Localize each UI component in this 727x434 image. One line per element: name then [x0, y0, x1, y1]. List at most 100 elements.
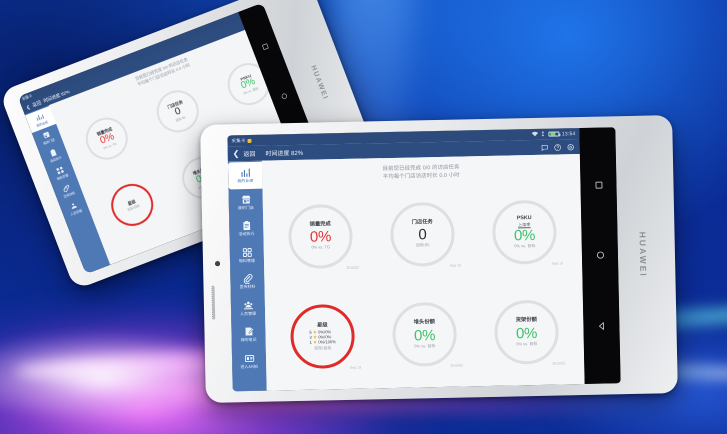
- mini-body: 我的业绩 我的门店 活动执行: [24, 21, 331, 275]
- mini-sidebar-item-stores[interactable]: 我的门店: [32, 124, 63, 151]
- sidebar-item-promotional-materials[interactable]: 宣传材料: [230, 268, 265, 295]
- kpi-footer: 0% vs. 目标: [514, 243, 536, 249]
- kpi-title: 门店任务: [411, 219, 433, 226]
- kpi-ring: 堆头份额 0% 0% vs. 目标 2016/02: [391, 301, 463, 368]
- kpi-subtitle: 上架率: [517, 221, 531, 228]
- mini-sidebar-item-promo[interactable]: 宣传材料: [52, 177, 83, 204]
- front-camera: [214, 261, 221, 267]
- kpi-footer: 目标:85: [415, 242, 430, 248]
- app-body: 我的业绩 我的门店: [227, 154, 585, 392]
- sidebar-item-stores[interactable]: 我的门店: [228, 188, 263, 215]
- id-card-icon: [243, 353, 254, 364]
- back-button-label[interactable]: 返回: [243, 151, 256, 159]
- sidebar-item-materials[interactable]: 物料管理: [230, 241, 265, 268]
- message-icon[interactable]: [541, 143, 549, 151]
- tablet-device-front: 采集卡 13:54: [200, 115, 678, 403]
- kpi-value: 0%: [309, 228, 332, 247]
- mini-sidebar-item-people[interactable]: 人员管理: [59, 195, 90, 222]
- home-button[interactable]: [279, 91, 289, 101]
- kpi-value: 0%: [515, 324, 538, 342]
- paperclip-icon: [62, 183, 72, 193]
- people-group-icon: [242, 300, 253, 311]
- star-values: 0%/100%: [318, 339, 336, 345]
- sidebar-item-label: 我的门店: [237, 204, 254, 210]
- kpi-ring: 门店任务 0 目标:85 Sep 19: [389, 201, 461, 268]
- sidebar-item-label: 宣传材料: [239, 284, 256, 290]
- statusbar-right: 13:54: [531, 130, 575, 139]
- sidebar-item-label: 进入AR拍: [240, 363, 259, 369]
- recent-apps-button[interactable]: [260, 42, 270, 52]
- psku-listing-card[interactable]: PSKU 上架率 0% 0% vs. 目标 Sep 19: [473, 182, 575, 282]
- grid-squares-icon: [55, 166, 65, 176]
- statusbar-left: 采集卡: [231, 137, 252, 143]
- sidebar-item-label: 人员管理: [240, 310, 257, 316]
- kpi-date: 2016/02: [450, 363, 464, 368]
- kpi-date: Sep 19: [449, 263, 462, 268]
- kpi-title: 货架份额: [515, 317, 537, 324]
- tablet-back-screen: 采集卡 13:54 ❮ 返回 时间进度 82%: [17, 2, 331, 275]
- sales-completion-card[interactable]: 销量完成 0% 0% vs. TG 2016/02: [269, 186, 371, 286]
- huawei-logo: HUAWEI: [637, 231, 649, 278]
- shelf-share-card[interactable]: 货架份额 0% 0% vs. 目标 2016/02: [476, 282, 578, 382]
- star-rating-rows: 5 ★ 0%/0% 3 ★ 0%/0%: [309, 329, 336, 346]
- store-task-card[interactable]: 门店任务 0 目标:85 Sep 19: [371, 184, 473, 284]
- home-button[interactable]: [594, 250, 605, 261]
- mini-sidebar-item-performance[interactable]: 我的业绩: [25, 106, 57, 134]
- settings-icon[interactable]: [567, 143, 575, 151]
- kpi-title: 销量完成: [309, 221, 331, 229]
- statusbar-time: 13:54: [561, 130, 576, 137]
- kpi-title: 堆头份额: [413, 319, 435, 327]
- kpi-title: 星级: [316, 321, 328, 329]
- topbar-icons: [541, 143, 575, 152]
- topbar: ❮ 返回 时间进度 82%: [227, 139, 580, 162]
- kpi-value: 0%: [513, 227, 536, 245]
- kpi-value: 0%: [413, 326, 436, 345]
- recent-apps-button[interactable]: [593, 179, 604, 190]
- help-icon[interactable]: [554, 143, 562, 151]
- kpi-footer: 0% vs. 目标: [414, 342, 436, 349]
- sidebar-item-ar-capture[interactable]: 进入AR拍: [232, 347, 267, 374]
- sidebar-item-label: 活动执行: [238, 231, 255, 237]
- mini-ring: 销量完成 0% 0% vs. TG: [79, 111, 135, 166]
- mini-chevron-left-icon[interactable]: ❮: [25, 103, 31, 110]
- speaker-grille: [211, 285, 216, 320]
- display-share-card[interactable]: 堆头份额 0% 0% vs. 目标 2016/02: [374, 284, 476, 384]
- mini-back-label[interactable]: 返回: [31, 99, 42, 108]
- tablet-front-screen: 采集卡 13:54: [227, 127, 621, 392]
- mini-sidebar-item-activities[interactable]: 活动执行: [39, 142, 70, 169]
- star-rating-card[interactable]: 星级 5 ★ 0%/0% 3: [272, 286, 374, 386]
- kpi-footer: 0% vs. TG: [311, 244, 331, 251]
- star-count: 1: [309, 339, 312, 345]
- notification-badge-icon: [247, 138, 252, 143]
- kpi-title: PSKU: [516, 214, 532, 221]
- kpi-date: Sep 19: [349, 365, 362, 370]
- kpi-ring: 销量完成 0% 0% vs. TG 2016/02: [287, 203, 359, 270]
- sidebar-item-label: 我的笔记: [240, 337, 257, 343]
- tablet-device-back: 采集卡 13:54 ❮ 返回 时间进度 82%: [0, 0, 384, 291]
- clipboard-icon: [241, 220, 252, 231]
- app-screen: 采集卡 13:54: [227, 128, 585, 392]
- mini-app-screen: 采集卡 13:54 ❮ 返回 时间进度 82%: [17, 2, 331, 275]
- chevron-left-icon[interactable]: ❮: [232, 148, 240, 158]
- sidebar: 我的业绩 我的门店: [227, 160, 267, 392]
- grid-squares-icon: [241, 247, 252, 258]
- store-icon: [240, 194, 251, 205]
- sidebar-item-label: 物料管理: [238, 257, 256, 263]
- kpi-date: 2016/02: [346, 265, 360, 270]
- sidebar-item-activities[interactable]: 活动执行: [229, 215, 264, 242]
- sidebar-item-performance[interactable]: 我的业绩: [227, 161, 263, 189]
- star-icon: ★: [312, 339, 318, 345]
- kpi-value: 0: [418, 226, 427, 244]
- mini-sidebar: 我的业绩 我的门店 活动执行: [24, 105, 111, 275]
- mini-ring: 门店任务 0 目标:85: [150, 84, 205, 139]
- sidebar-item-notes[interactable]: 我的笔记: [231, 321, 266, 348]
- kpi-card-grid: 销量完成 0% 0% vs. TG 2016/02 门店任务: [269, 182, 577, 387]
- sync-icon: [541, 130, 546, 138]
- statusbar-app-name: 采集卡: [231, 137, 246, 143]
- kpi-footer: 0% vs. 目标: [516, 340, 538, 346]
- back-button[interactable]: [596, 321, 607, 332]
- mini-sidebar-item-materials[interactable]: 物料管理: [45, 159, 76, 186]
- huawei-logo: HUAWEI: [308, 64, 329, 102]
- sidebar-item-people[interactable]: 人员管理: [231, 294, 266, 321]
